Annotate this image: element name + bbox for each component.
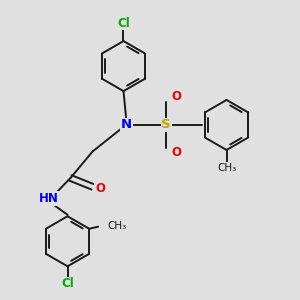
Text: Cl: Cl: [117, 17, 130, 30]
Text: HN: HN: [38, 192, 58, 205]
Text: O: O: [95, 182, 105, 195]
Text: Cl: Cl: [61, 278, 74, 290]
Text: O: O: [172, 91, 182, 103]
Text: N: N: [121, 118, 132, 131]
Text: O: O: [172, 146, 182, 159]
Text: CH₃: CH₃: [107, 221, 126, 231]
Text: S: S: [161, 118, 171, 131]
Text: CH₃: CH₃: [217, 163, 236, 173]
